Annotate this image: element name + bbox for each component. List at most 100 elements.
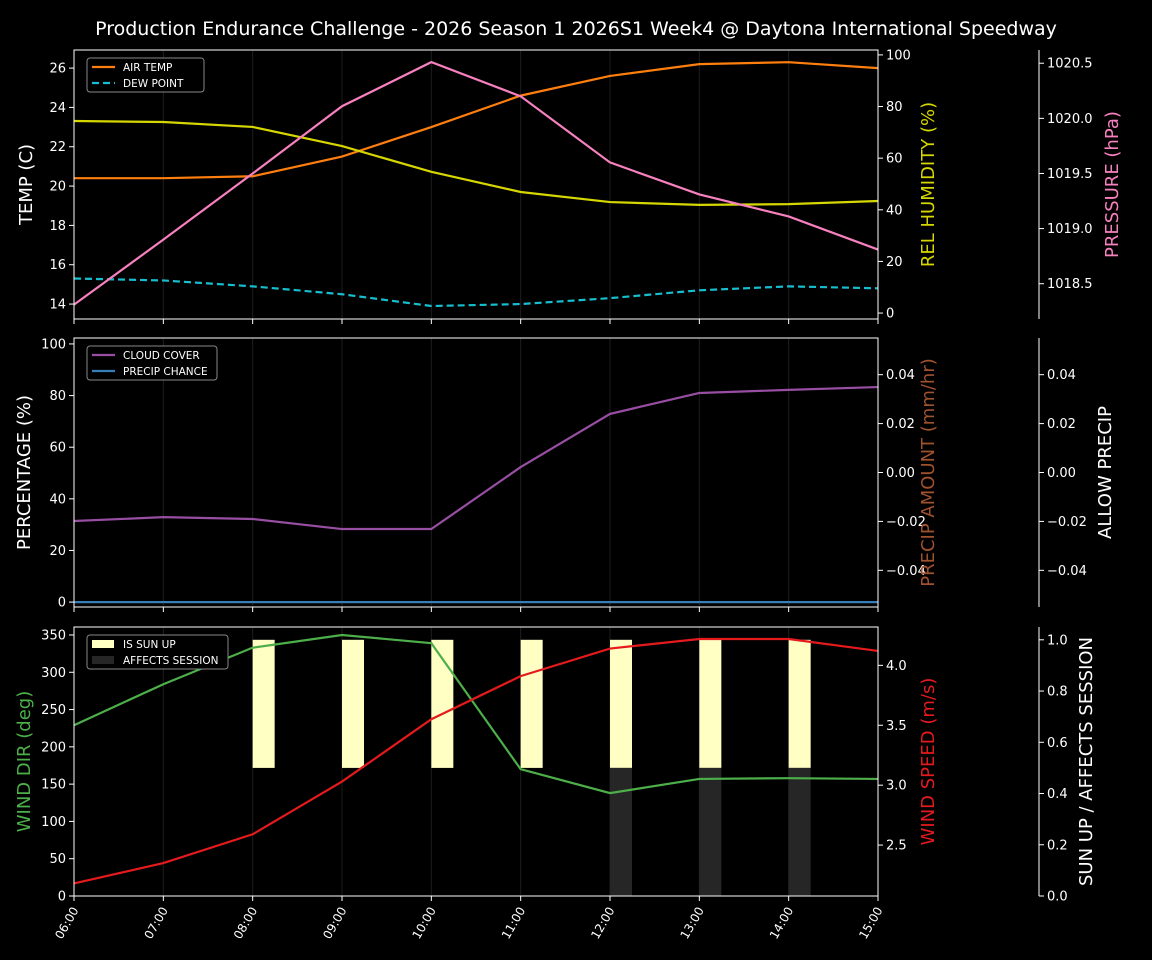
tick-label: 26	[49, 62, 66, 77]
tick-label: 1.0	[1047, 633, 1068, 648]
affects-session-bar	[699, 767, 722, 896]
tick-label: 0.04	[1047, 368, 1076, 383]
sun-up-bar	[788, 639, 811, 768]
tick-label: 0.4	[1047, 787, 1068, 802]
x-tick-label: 12:00	[588, 905, 617, 942]
x-tick-label: 10:00	[410, 905, 439, 942]
axis-label: PRECIP AMOUNT (mm/hr)	[918, 358, 939, 587]
series-line	[74, 61, 879, 180]
axis-label: TEMP (C)	[16, 144, 37, 226]
legend-label: IS SUN UP	[123, 639, 176, 651]
tick-label: 80	[886, 100, 903, 115]
tick-label: 0	[886, 307, 894, 322]
sun-up-bar	[699, 639, 722, 768]
x-tick-label: 09:00	[320, 905, 349, 942]
legend-label: AIR TEMP	[123, 62, 172, 74]
tick-label: 0.00	[886, 466, 915, 481]
series-line	[73, 385, 879, 531]
tick-label: 1020.0	[1047, 112, 1093, 127]
x-tick-label: 08:00	[231, 905, 260, 942]
x-tick-label: 07:00	[142, 905, 171, 942]
x-tick-label: 15:00	[856, 905, 885, 942]
tick-label: 0.00	[1047, 466, 1076, 481]
axis-label: SUN UP / AFFECTS SESSION	[1076, 637, 1097, 886]
x-tick-label: 11:00	[499, 905, 528, 942]
tick-label: 100	[41, 337, 66, 352]
series-line	[73, 119, 879, 206]
axis-label: PRESSURE (hPa)	[1102, 111, 1123, 258]
tick-label: 100	[886, 48, 911, 63]
tick-label: 20	[49, 544, 66, 559]
tick-label: 22	[49, 140, 66, 155]
sun-up-bar	[252, 639, 275, 768]
x-tick-label: 13:00	[678, 905, 707, 942]
panel-2: 0 20 40 60 80 100 PERCENTAGE (%) −0.04 −0.02 0.00…	[14, 337, 1116, 612]
series-line	[73, 60, 879, 306]
legend: IS SUN UP AFFECTS SESSION	[86, 634, 229, 670]
legend-box	[86, 345, 218, 381]
tick-label: 3.5	[886, 719, 907, 734]
tick-label: 0.8	[1047, 685, 1068, 700]
sun-up-bar	[520, 639, 543, 768]
legend: CLOUD COVER PRECIP CHANCE	[86, 345, 218, 381]
tick-label: 1019.0	[1047, 222, 1093, 237]
tick-label: 200	[41, 740, 66, 755]
tick-label: 16	[49, 258, 66, 273]
legend-label: AFFECTS SESSION	[123, 655, 219, 667]
legend: AIR TEMP DEW POINT	[86, 57, 205, 93]
axis-label: REL HUMIDITY (%)	[918, 102, 939, 267]
tick-label: 4.0	[886, 659, 907, 674]
tick-label: 20	[886, 255, 903, 270]
tick-label: 1020.5	[1047, 57, 1093, 72]
tick-label: 0.02	[1047, 417, 1076, 432]
tick-label: 2.5	[886, 839, 907, 854]
affects-session-bar	[610, 767, 632, 896]
plot-frame	[73, 49, 879, 320]
tick-label: 20	[49, 180, 66, 195]
chart-title: Production Endurance Challenge - 2026 Se…	[95, 18, 1057, 40]
tick-label: 150	[41, 778, 66, 793]
legend-swatch	[92, 640, 114, 648]
legend-box	[86, 57, 205, 93]
tick-label: 0.0	[1047, 890, 1068, 905]
tick-label: 40	[886, 203, 903, 218]
tick-label: 0.6	[1047, 736, 1068, 751]
tick-label: 60	[49, 441, 66, 456]
tick-label: 0	[58, 596, 66, 611]
tick-label: 50	[49, 852, 66, 867]
tick-label: −0.02	[886, 515, 926, 530]
tick-label: 3.0	[886, 779, 907, 794]
tick-label: 1018.5	[1047, 277, 1093, 292]
axis-label: WIND DIR (deg)	[14, 691, 35, 833]
tick-label: 0	[58, 890, 66, 905]
tick-label: 350	[41, 628, 66, 643]
panel-3: 0 50 100 150 200 250 300 350 WIND DIR (deg) 2.5 3.…	[14, 626, 1097, 942]
tick-label: 300	[41, 666, 66, 681]
tick-label: 0.02	[886, 417, 915, 432]
affects-session-bar	[788, 767, 811, 896]
legend-label: CLOUD COVER	[123, 350, 200, 362]
axis-label: PERCENTAGE (%)	[14, 395, 35, 550]
tick-label: −0.02	[1047, 515, 1087, 530]
sun-up-bar	[610, 639, 632, 768]
tick-label: 18	[49, 219, 66, 234]
tick-label: 40	[49, 492, 66, 507]
legend-swatch	[92, 656, 114, 664]
tick-label: 0.2	[1047, 838, 1068, 853]
legend-label: PRECIP CHANCE	[123, 366, 208, 378]
plot-frame	[73, 626, 879, 897]
tick-label: 14	[49, 298, 66, 313]
axis-label: ALLOW PRECIP	[1095, 406, 1116, 539]
tick-label: −0.04	[886, 564, 926, 579]
tick-label: 250	[41, 703, 66, 718]
tick-label: −0.04	[1047, 564, 1087, 579]
tick-label: 100	[41, 815, 66, 830]
tick-label: 60	[886, 152, 903, 167]
x-tick-label: 14:00	[767, 905, 796, 942]
panel-1: 14 16 18 20 22 24 26 TEMP (C) 0 20 40 60 80 100 REL HU…	[16, 48, 1123, 324]
series-line	[73, 637, 879, 885]
legend-label: DEW POINT	[123, 78, 184, 90]
series-line	[73, 277, 879, 308]
tick-label: 24	[49, 101, 66, 116]
